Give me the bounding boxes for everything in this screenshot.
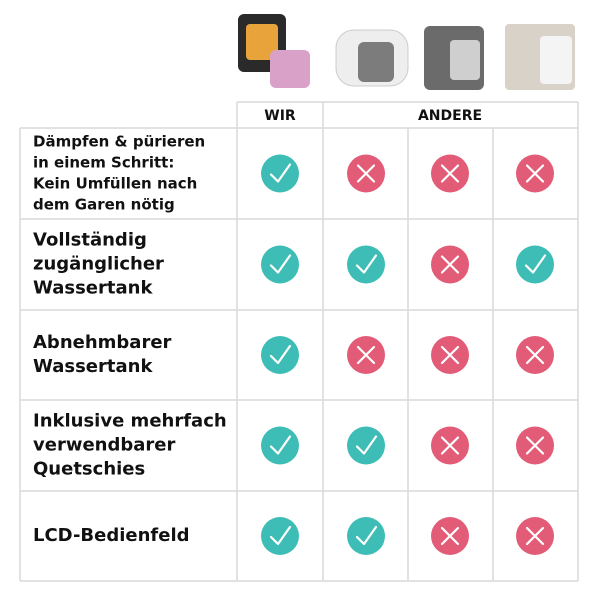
cross-icon [431, 517, 469, 555]
cross-mark [525, 164, 545, 183]
cross-mark [525, 526, 545, 546]
feature-label: in einem Schritt: [33, 154, 174, 172]
check-mark [269, 435, 292, 455]
feature-label: verwendbarer [33, 435, 175, 456]
check-mark [269, 344, 292, 365]
product-image [450, 40, 480, 80]
feature-label: dem Garen nötig [33, 196, 175, 214]
column-header: WIR [264, 108, 296, 124]
check-mark [269, 254, 292, 274]
cross-icon [347, 336, 385, 374]
feature-label: Dämpfen & pürieren [33, 133, 205, 151]
cross-icon [431, 336, 469, 374]
check-icon [516, 245, 554, 284]
check-mark [355, 525, 378, 546]
icon-circle [261, 154, 299, 193]
product-images [238, 14, 575, 90]
cross-mark [525, 436, 545, 455]
product-image [270, 50, 310, 88]
check-mark [355, 435, 378, 455]
feature-label: Wassertank [33, 278, 153, 299]
check-icon [261, 517, 299, 555]
column-header: ANDERE [418, 108, 482, 124]
feature-label: Kein Umfüllen nach [33, 175, 197, 193]
cross-mark [440, 345, 460, 365]
product-image [540, 36, 572, 84]
feature-label: LCD-Bedienfeld [33, 525, 190, 546]
cross-icon [516, 154, 554, 193]
feature-label: Quetschies [33, 459, 145, 480]
icon-circle [347, 245, 385, 284]
check-mark [355, 254, 378, 274]
cross-mark [440, 436, 460, 455]
icon-circle [347, 426, 385, 465]
cross-icon [431, 245, 469, 284]
feature-label: Wassertank [33, 356, 153, 377]
icon-circle [516, 245, 554, 284]
check-icon [347, 517, 385, 555]
product-image [246, 24, 278, 60]
cross-mark [440, 255, 460, 274]
feature-label: Inklusive mehrfach [33, 411, 227, 432]
feature-label: zugänglicher [33, 254, 164, 275]
cross-mark [356, 164, 376, 183]
icon-circle [261, 426, 299, 465]
check-icon [261, 154, 299, 193]
icon-circle [261, 517, 299, 555]
cross-mark [525, 345, 545, 365]
check-icon [261, 426, 299, 465]
check-icon [347, 245, 385, 284]
cross-icon [516, 426, 554, 465]
cross-icon [516, 336, 554, 374]
check-mark [269, 525, 292, 546]
icon-circle [261, 336, 299, 374]
check-icon [261, 336, 299, 374]
check-icon [261, 245, 299, 284]
cross-mark [356, 345, 376, 365]
feature-label: Vollständig [33, 230, 147, 251]
cross-mark [440, 164, 460, 183]
feature-label: Abnehmbarer [33, 332, 172, 353]
check-icon [347, 426, 385, 465]
cross-icon [431, 154, 469, 193]
cross-mark [440, 526, 460, 546]
cross-icon [516, 517, 554, 555]
cross-icon [431, 426, 469, 465]
check-mark [269, 163, 292, 183]
icon-circle [261, 245, 299, 284]
icon-circle [347, 517, 385, 555]
check-mark [524, 254, 547, 274]
product-image [358, 42, 394, 82]
cross-icon [347, 154, 385, 193]
